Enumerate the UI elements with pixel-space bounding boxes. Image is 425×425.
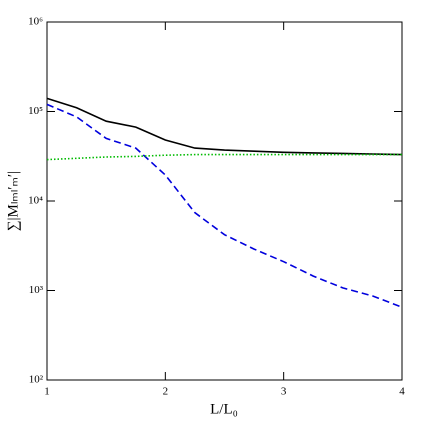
y-tick-label: 10⁴ (28, 195, 43, 207)
series-line (46, 97, 403, 156)
y-axis-label: ∑|Mₗₘₗ′ₘ′| (5, 171, 21, 231)
y-tick-label: 10⁶ (28, 16, 43, 28)
x-tick-label: 3 (281, 386, 287, 398)
series-line (46, 153, 402, 161)
series-line (46, 103, 403, 308)
x-tick-label: 2 (163, 386, 169, 398)
y-tick-label: 10⁵ (28, 105, 43, 117)
y-tick-label: 10³ (29, 284, 44, 296)
x-axis-label: L/L₀ (210, 401, 238, 417)
plot-frame (46, 21, 403, 381)
x-tick-label: 1 (44, 386, 50, 398)
x-tick-label: 4 (399, 386, 405, 398)
y-tick-label: 10² (29, 374, 44, 386)
